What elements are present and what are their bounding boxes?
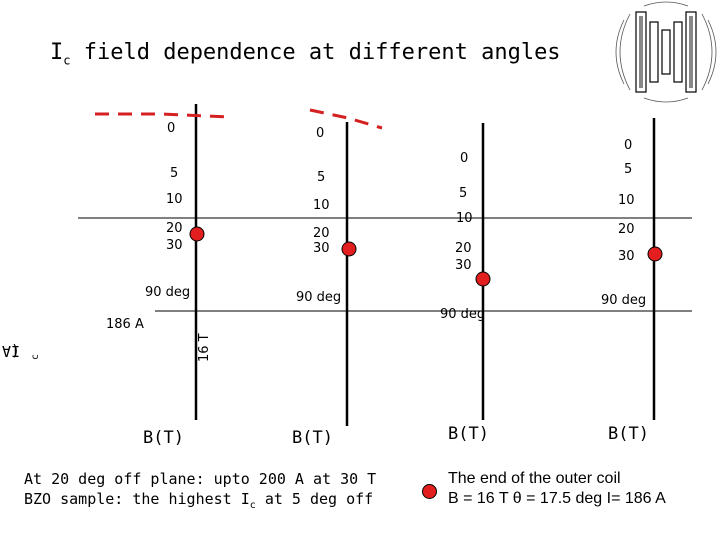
panel-1-label-5: 5 bbox=[170, 166, 178, 181]
legend-line-1: The end of the outer coil bbox=[448, 470, 621, 487]
panel-4-label-30: 30 bbox=[618, 249, 635, 264]
title-prefix: I bbox=[50, 40, 64, 65]
panel-3-x-label: B(T) bbox=[448, 424, 489, 444]
panel-2-label-90: 90 deg bbox=[296, 290, 341, 305]
panel-4-label-5: 5 bbox=[624, 162, 632, 177]
panel-2-label-0: 0 bbox=[316, 126, 324, 141]
title-rest: field dependence at different angles bbox=[70, 40, 561, 65]
panel-3-label-20: 20 bbox=[455, 241, 472, 256]
panel-4-label-90: 90 deg bbox=[601, 293, 646, 308]
panel-3-label-5: 5 bbox=[459, 186, 467, 201]
panel-2-label-30: 30 bbox=[313, 241, 330, 256]
panel-4-x-label: B(T) bbox=[608, 424, 649, 444]
panel-1-label-90: 90 deg bbox=[145, 285, 190, 300]
panel-3-end-marker bbox=[475, 271, 491, 287]
panel-2-x-label: B(T) bbox=[292, 428, 333, 448]
panel-1-dashed-curve bbox=[95, 112, 231, 119]
panel-3-label-30: 30 bbox=[455, 258, 472, 273]
panel-1-x-label: B(T) bbox=[143, 428, 184, 448]
title-sub: c bbox=[63, 53, 71, 68]
note-line-2-suffix: at 5 deg off bbox=[255, 490, 374, 508]
current-reference-label: 186 A bbox=[106, 317, 144, 332]
panel-1-label-30: 30 bbox=[166, 238, 183, 253]
panel-1-label-10: 10 bbox=[166, 192, 183, 207]
panel-2-end-marker bbox=[341, 241, 357, 257]
panel-2-label-10: 10 bbox=[313, 198, 330, 213]
coil-icon bbox=[615, 1, 717, 103]
panel-1-end-marker bbox=[189, 226, 205, 242]
note-line-2: BZO sample: the highest Ic at 5 deg off bbox=[24, 489, 373, 516]
note-line-2-sub: c bbox=[249, 500, 256, 511]
panel-2-label-5: 5 bbox=[317, 170, 325, 185]
chart-title: Ic field dependence at different angles bbox=[50, 40, 561, 67]
note-line-2-prefix: BZO sample: the highest I bbox=[24, 490, 250, 508]
field-reference-label: 16 T bbox=[197, 333, 212, 362]
panel-2-label-20: 20 bbox=[313, 226, 330, 241]
legend-marker bbox=[422, 484, 437, 499]
note-line-1: At 20 deg off plane: upto 200 A at 30 T bbox=[24, 470, 377, 488]
panel-4-label-20: 20 bbox=[618, 222, 635, 237]
panel-3-label-90: 90 deg bbox=[440, 307, 485, 322]
panel-1-label-20: 20 bbox=[166, 221, 183, 236]
panel-2-dashed-curve bbox=[309, 108, 383, 130]
panel-4-end-marker bbox=[647, 246, 663, 262]
panel-3-label-10: 10 bbox=[456, 211, 473, 226]
panel-4-label-0: 0 bbox=[624, 138, 632, 153]
legend-line-2: B = 16 T θ = 17.5 deg I= 186 A bbox=[448, 490, 666, 507]
panel-1-label-0: 0 bbox=[167, 121, 175, 136]
panel-4-label-10: 10 bbox=[618, 193, 635, 208]
panel-3-label-0: 0 bbox=[460, 151, 468, 166]
